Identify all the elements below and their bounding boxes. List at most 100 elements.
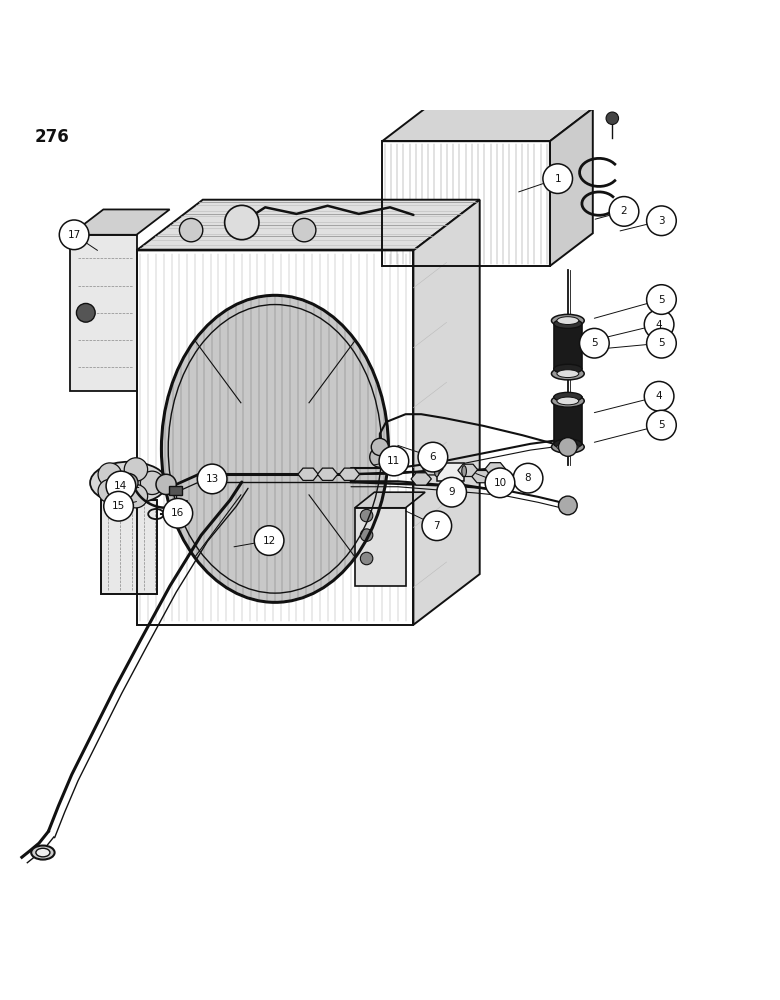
- Circle shape: [59, 220, 89, 250]
- Text: 4: 4: [656, 391, 662, 401]
- Circle shape: [98, 479, 122, 503]
- Text: 2: 2: [621, 206, 627, 216]
- Circle shape: [360, 552, 373, 565]
- Text: 9: 9: [448, 487, 455, 497]
- Circle shape: [360, 509, 373, 522]
- Text: 6: 6: [430, 452, 436, 462]
- Circle shape: [124, 458, 147, 481]
- Circle shape: [76, 303, 95, 322]
- Polygon shape: [472, 470, 492, 483]
- Ellipse shape: [554, 364, 582, 374]
- Text: 10: 10: [494, 478, 506, 488]
- Circle shape: [580, 328, 609, 358]
- Ellipse shape: [557, 443, 579, 451]
- Polygon shape: [437, 463, 464, 481]
- Circle shape: [163, 498, 193, 528]
- Ellipse shape: [551, 395, 584, 407]
- Circle shape: [292, 218, 316, 242]
- FancyBboxPatch shape: [169, 486, 182, 495]
- Text: 12: 12: [263, 536, 275, 546]
- Circle shape: [140, 471, 164, 495]
- Circle shape: [422, 511, 452, 541]
- Polygon shape: [136, 200, 480, 250]
- Polygon shape: [355, 508, 406, 586]
- Text: 5: 5: [658, 338, 665, 348]
- Circle shape: [418, 442, 448, 472]
- Circle shape: [606, 112, 619, 125]
- Polygon shape: [355, 492, 425, 508]
- Text: 276: 276: [35, 128, 70, 146]
- Polygon shape: [339, 468, 360, 480]
- Circle shape: [197, 464, 227, 494]
- Circle shape: [609, 197, 639, 226]
- Circle shape: [513, 463, 543, 493]
- Circle shape: [647, 410, 676, 440]
- Text: 5: 5: [658, 295, 665, 305]
- Circle shape: [179, 218, 203, 242]
- Polygon shape: [550, 108, 593, 266]
- Ellipse shape: [162, 297, 388, 601]
- Text: 17: 17: [68, 230, 80, 240]
- Ellipse shape: [434, 466, 439, 477]
- Ellipse shape: [551, 367, 584, 380]
- Polygon shape: [458, 464, 478, 477]
- Circle shape: [558, 438, 577, 456]
- Circle shape: [558, 496, 577, 515]
- Polygon shape: [413, 200, 480, 625]
- Text: 5: 5: [658, 420, 665, 430]
- Polygon shape: [70, 235, 136, 391]
- Polygon shape: [485, 463, 505, 475]
- Text: 8: 8: [525, 473, 531, 483]
- Text: 14: 14: [115, 481, 127, 491]
- Text: 4: 4: [656, 320, 662, 330]
- Polygon shape: [101, 500, 157, 594]
- Polygon shape: [554, 397, 582, 444]
- Text: 3: 3: [658, 216, 665, 226]
- Circle shape: [485, 468, 515, 498]
- Ellipse shape: [557, 317, 579, 325]
- Text: 13: 13: [206, 474, 218, 484]
- Ellipse shape: [551, 441, 584, 453]
- Circle shape: [437, 477, 466, 507]
- Polygon shape: [411, 473, 431, 485]
- Circle shape: [647, 328, 676, 358]
- Ellipse shape: [557, 397, 579, 405]
- Ellipse shape: [90, 462, 167, 504]
- Circle shape: [647, 206, 676, 236]
- Circle shape: [647, 285, 676, 314]
- Circle shape: [379, 446, 409, 476]
- Circle shape: [370, 447, 390, 467]
- Ellipse shape: [551, 314, 584, 327]
- Text: 11: 11: [388, 456, 400, 466]
- Polygon shape: [70, 209, 170, 235]
- Ellipse shape: [36, 848, 50, 857]
- Circle shape: [543, 164, 573, 193]
- Ellipse shape: [31, 846, 55, 860]
- Polygon shape: [423, 463, 443, 475]
- Polygon shape: [298, 468, 318, 480]
- Circle shape: [371, 438, 388, 456]
- Text: 15: 15: [112, 501, 125, 511]
- Circle shape: [124, 484, 147, 508]
- Circle shape: [644, 381, 674, 411]
- Circle shape: [106, 471, 136, 501]
- Ellipse shape: [554, 439, 582, 449]
- Circle shape: [644, 310, 674, 339]
- Circle shape: [98, 463, 122, 486]
- Polygon shape: [317, 468, 338, 480]
- Circle shape: [119, 473, 138, 492]
- Polygon shape: [554, 324, 582, 369]
- Text: 5: 5: [591, 338, 597, 348]
- Circle shape: [156, 474, 176, 495]
- Ellipse shape: [554, 392, 582, 402]
- Text: 7: 7: [434, 521, 440, 531]
- Polygon shape: [382, 108, 593, 141]
- Circle shape: [254, 526, 284, 555]
- Circle shape: [360, 529, 373, 541]
- Circle shape: [104, 491, 133, 521]
- Circle shape: [225, 205, 259, 240]
- Text: 1: 1: [555, 174, 561, 184]
- Ellipse shape: [557, 370, 579, 378]
- Ellipse shape: [462, 466, 466, 477]
- Ellipse shape: [554, 319, 582, 328]
